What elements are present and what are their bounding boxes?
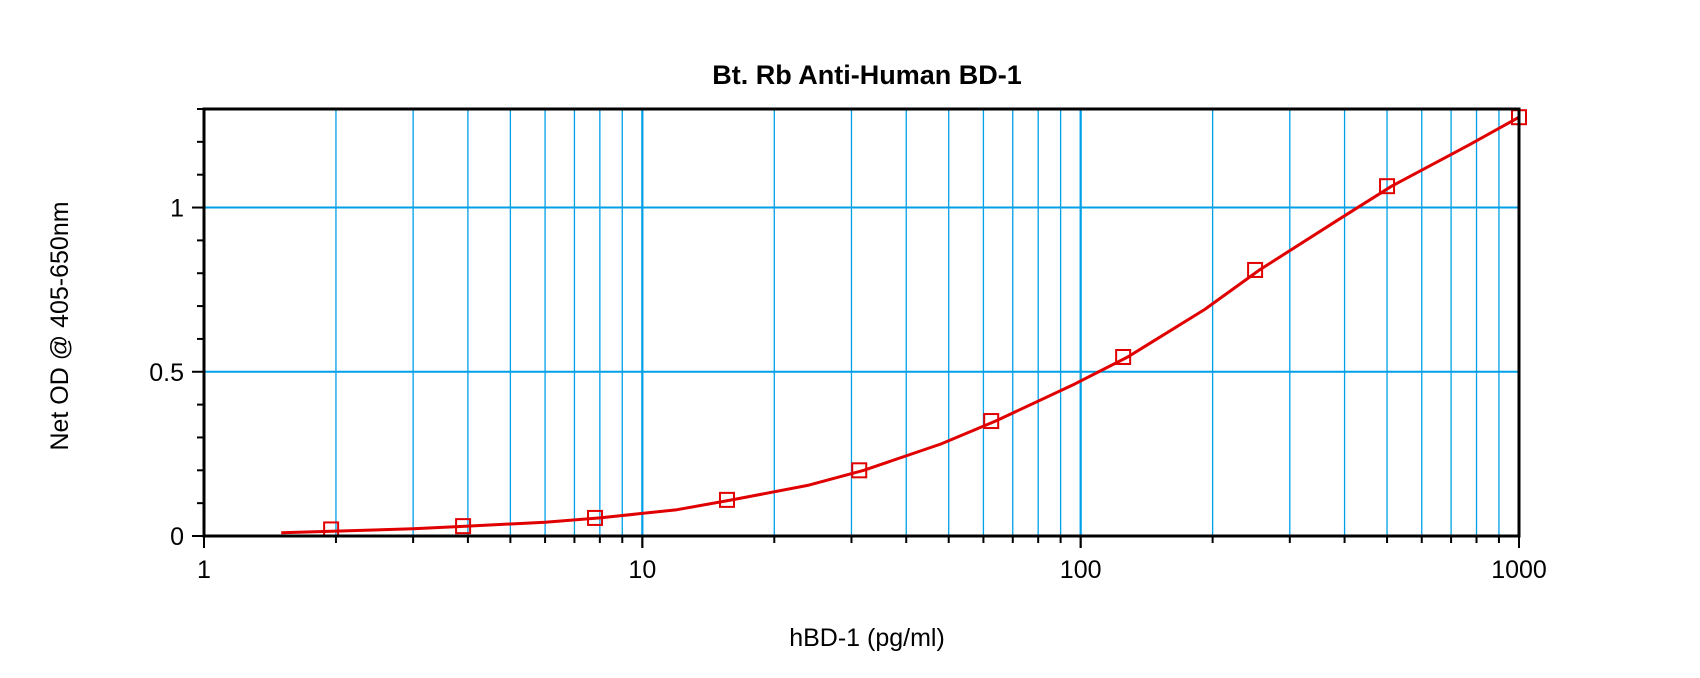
x-axis-label: hBD-1 (pg/ml): [789, 624, 945, 652]
axis-ticks: [192, 108, 1520, 548]
data-point: [1115, 348, 1132, 365]
data-point: [851, 462, 868, 479]
x-tick-label: 1: [197, 556, 211, 584]
data-points: [323, 109, 1527, 538]
y-tick-label: 1: [170, 195, 184, 223]
data-point: [1379, 178, 1396, 195]
data-point: [718, 491, 735, 508]
data-point: [587, 509, 604, 526]
y-axis-label: Net OD @ 405-650nm: [46, 201, 74, 450]
chart-title: Bt. Rb Anti-Human BD-1: [712, 60, 1021, 90]
plot-frame: [202, 107, 1521, 538]
data-point: [455, 518, 472, 535]
x-tick-label: 10: [628, 556, 656, 584]
fit-curve-layer: [281, 115, 1520, 535]
x-tick-label: 1000: [1491, 556, 1547, 584]
y-tick-label: 0.5: [149, 359, 184, 387]
y-tick-labels: 00.51: [149, 195, 184, 551]
data-point: [1247, 261, 1264, 278]
grid: [204, 109, 1519, 536]
y-tick-label: 0: [170, 523, 184, 551]
fit-curve: [281, 115, 1520, 535]
data-point: [983, 413, 1000, 430]
x-tick-labels: 1 10 100 1000: [197, 556, 1547, 584]
x-tick-label: 100: [1060, 556, 1102, 584]
